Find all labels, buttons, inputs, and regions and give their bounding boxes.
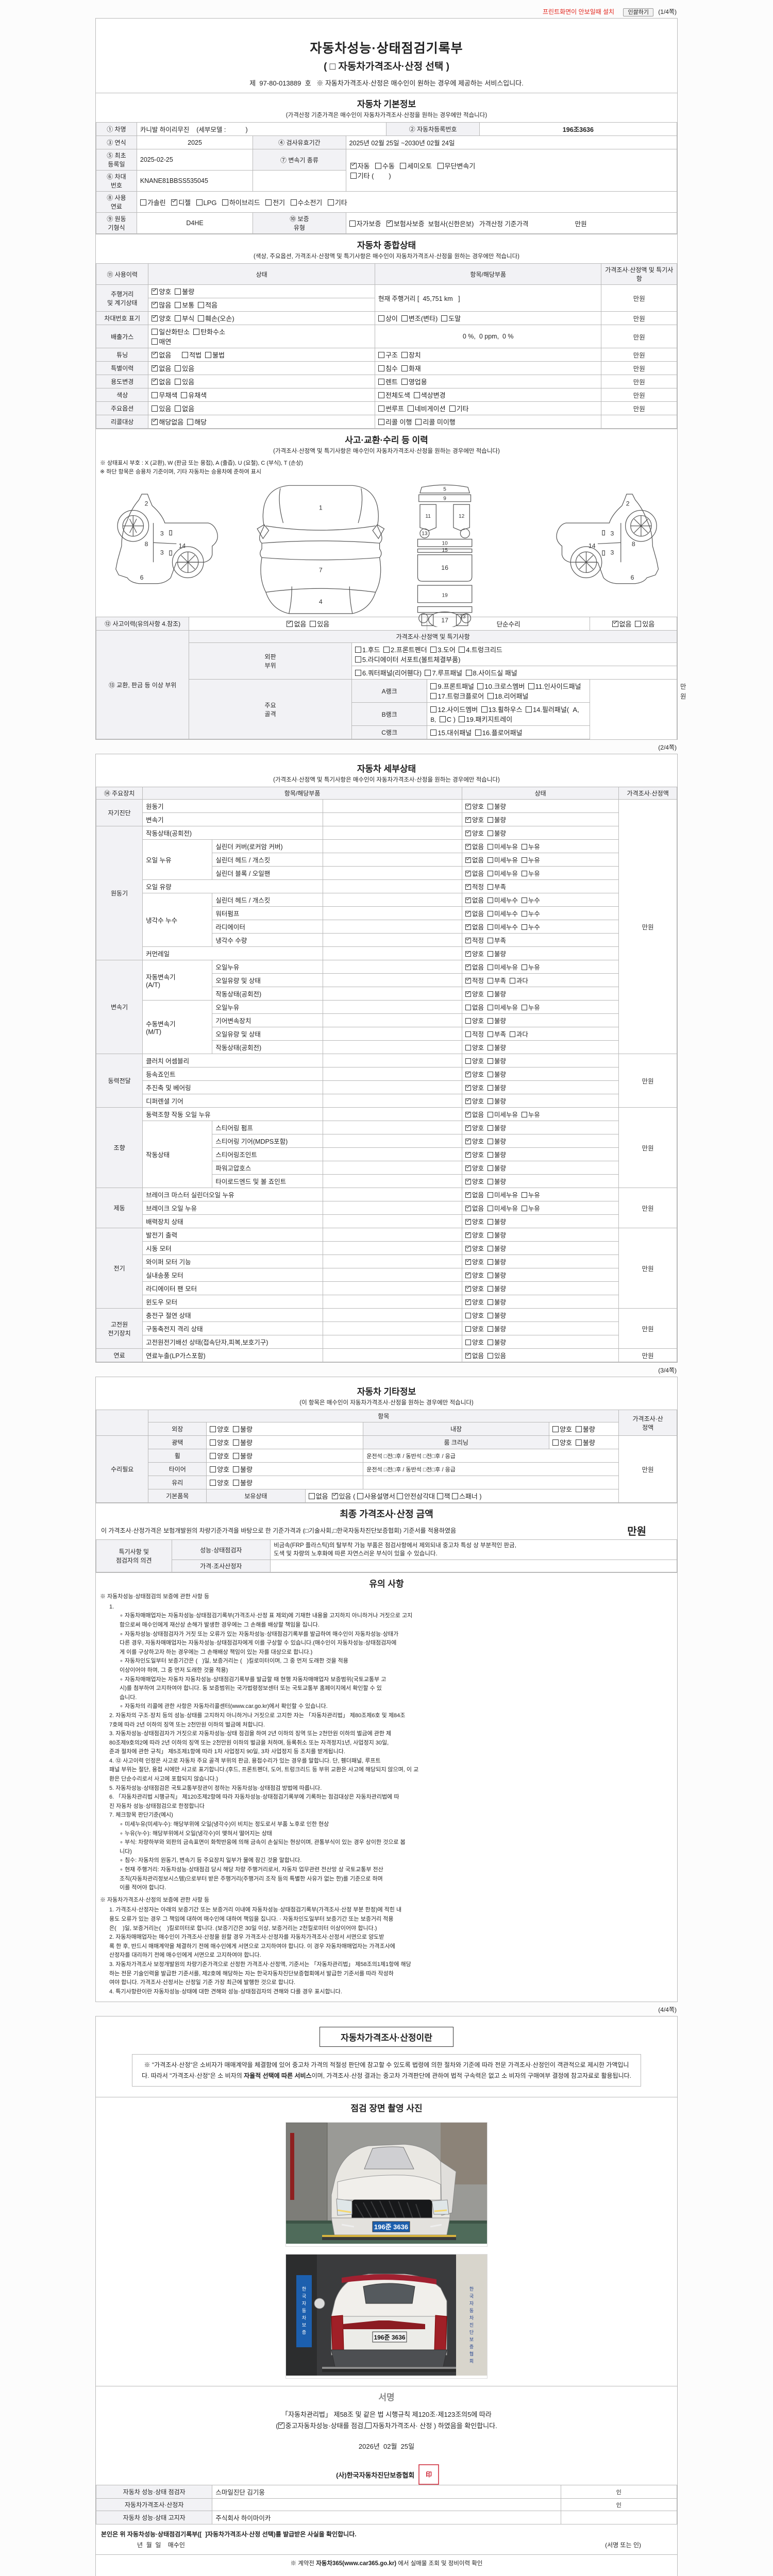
- svg-text:자: 자: [469, 2301, 474, 2306]
- svg-text:동: 동: [302, 2308, 306, 2313]
- svg-text:6: 6: [140, 574, 144, 581]
- svg-text:한: 한: [302, 2286, 306, 2292]
- svg-text:2: 2: [145, 500, 148, 507]
- svg-text:자: 자: [302, 2301, 307, 2306]
- svg-text:11: 11: [425, 514, 431, 519]
- svg-text:17: 17: [441, 617, 448, 624]
- svg-text:13: 13: [422, 531, 428, 537]
- svg-text:印: 印: [426, 2470, 432, 2478]
- svg-text:5: 5: [443, 486, 446, 492]
- svg-text:단: 단: [469, 2330, 474, 2335]
- svg-text:7: 7: [319, 566, 323, 573]
- svg-text:2: 2: [626, 500, 630, 507]
- svg-text:14: 14: [179, 542, 186, 549]
- svg-text:6: 6: [631, 574, 634, 581]
- svg-text:4: 4: [319, 598, 323, 605]
- svg-text:3: 3: [610, 549, 614, 556]
- svg-text:19: 19: [442, 592, 448, 598]
- svg-text:동: 동: [469, 2308, 474, 2313]
- svg-text:1: 1: [319, 504, 323, 511]
- svg-text:증: 증: [302, 2330, 306, 2335]
- svg-text:차: 차: [469, 2315, 474, 2320]
- svg-text:3: 3: [160, 530, 164, 537]
- svg-text:8: 8: [632, 540, 635, 548]
- svg-text:국: 국: [469, 2294, 474, 2299]
- svg-text:12: 12: [459, 514, 465, 519]
- svg-text:보: 보: [469, 2337, 474, 2342]
- svg-text:13: 13: [460, 614, 466, 620]
- svg-text:회: 회: [469, 2359, 474, 2364]
- svg-text:3: 3: [160, 549, 164, 556]
- svg-text:한: 한: [469, 2286, 474, 2292]
- svg-text:10: 10: [442, 541, 448, 547]
- svg-text:196준 3636: 196준 3636: [374, 2334, 405, 2341]
- svg-text:보: 보: [302, 2323, 306, 2328]
- svg-text:16: 16: [441, 564, 448, 571]
- svg-text:8: 8: [145, 540, 148, 548]
- svg-text:196준 3636: 196준 3636: [374, 2223, 408, 2231]
- svg-text:3: 3: [610, 530, 614, 537]
- svg-text:9: 9: [443, 496, 446, 501]
- svg-text:증: 증: [469, 2344, 474, 2349]
- svg-text:차: 차: [302, 2315, 307, 2320]
- svg-text:15: 15: [442, 548, 448, 553]
- svg-text:협: 협: [469, 2351, 474, 2357]
- svg-text:국: 국: [302, 2294, 306, 2299]
- svg-text:14: 14: [589, 542, 596, 549]
- svg-text:진: 진: [469, 2323, 474, 2328]
